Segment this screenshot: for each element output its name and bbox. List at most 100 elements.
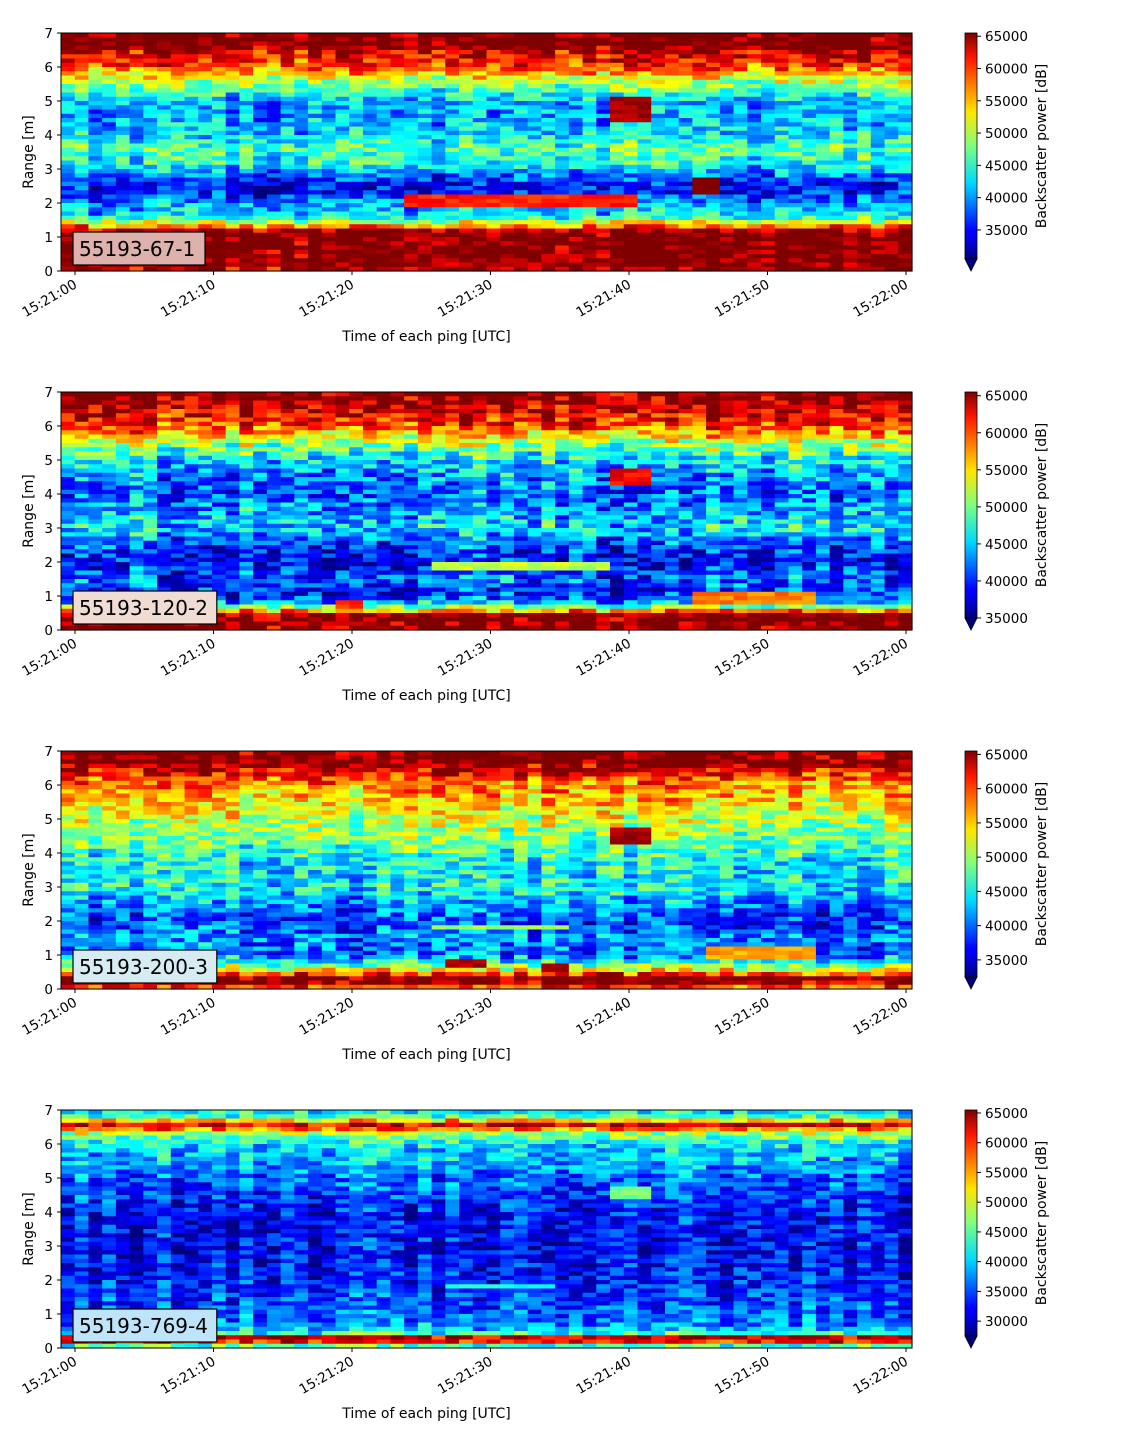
heatmap-cell — [281, 477, 295, 482]
heatmap-cell — [679, 169, 693, 174]
heatmap-cell — [692, 186, 706, 191]
heatmap-cell — [336, 477, 350, 482]
heatmap-cell — [390, 571, 404, 576]
heatmap-cell — [747, 59, 761, 64]
heatmap-cell — [692, 63, 706, 68]
heatmap-cell — [487, 122, 501, 127]
heatmap-cell — [198, 443, 212, 448]
heatmap-cell — [788, 114, 802, 119]
heatmap-cell — [226, 37, 240, 42]
heatmap-cell — [734, 263, 748, 268]
heatmap-cell — [185, 456, 199, 461]
heatmap-cell — [885, 122, 899, 127]
heatmap-cell — [130, 541, 144, 546]
heatmap-cell — [308, 97, 322, 102]
heatmap-cell — [651, 110, 665, 115]
heatmap-cell — [61, 165, 75, 170]
heatmap-cell — [185, 575, 199, 580]
heatmap-cell — [185, 199, 199, 204]
heatmap-cell — [624, 246, 638, 251]
heatmap-cell — [459, 263, 473, 268]
heatmap-cell — [898, 263, 912, 268]
heatmap-cell — [281, 207, 295, 212]
heatmap-cell — [377, 477, 391, 482]
heatmap-cell — [445, 135, 459, 140]
heatmap-cell — [390, 460, 404, 465]
heatmap-cell — [130, 33, 144, 38]
heatmap-cell — [788, 93, 802, 98]
heatmap-cell — [459, 93, 473, 98]
heatmap-cell — [336, 507, 350, 512]
heatmap-cell — [336, 220, 350, 225]
heatmap-cell — [404, 435, 418, 440]
heatmap-cell — [75, 84, 89, 89]
heatmap-cell — [390, 237, 404, 242]
heatmap-cell — [75, 473, 89, 478]
heatmap-cell — [226, 537, 240, 542]
heatmap-cell — [308, 118, 322, 123]
heatmap-cell — [61, 199, 75, 204]
heatmap-cell — [692, 127, 706, 132]
heatmap-cell — [212, 173, 226, 178]
heatmap-cell — [404, 592, 418, 597]
heatmap-cell — [404, 182, 418, 187]
heatmap-cell — [157, 148, 171, 153]
heatmap-cell — [377, 566, 391, 571]
heatmap-cell — [363, 460, 377, 465]
heatmap-cell — [102, 473, 116, 478]
heatmap-cell — [61, 583, 75, 588]
heatmap-cell — [404, 33, 418, 38]
heatmap-cell — [404, 447, 418, 452]
heatmap-cell — [692, 250, 706, 255]
heatmap-cell — [720, 190, 734, 195]
heatmap-cell — [514, 220, 528, 225]
heatmap-cell — [377, 250, 391, 255]
heatmap-cell — [102, 71, 116, 76]
heatmap-cell — [404, 207, 418, 212]
heatmap-cell — [637, 54, 651, 59]
heatmap-cell — [143, 50, 157, 55]
heatmap-cell — [404, 503, 418, 508]
heatmap-cell — [377, 503, 391, 508]
heatmap-cell — [157, 566, 171, 571]
heatmap-cell — [445, 212, 459, 217]
heatmap-cell — [610, 237, 624, 242]
heatmap-cell — [706, 50, 720, 55]
heatmap-cell — [212, 583, 226, 588]
heatmap-cell — [308, 413, 322, 418]
heatmap-cell — [500, 216, 514, 221]
heatmap-cell — [816, 118, 830, 123]
heatmap-cell — [734, 224, 748, 229]
heatmap-cell — [102, 460, 116, 465]
heatmap-cell — [336, 54, 350, 59]
heatmap-cell — [308, 549, 322, 554]
heatmap-cell — [349, 165, 363, 170]
heatmap-cell — [294, 101, 308, 106]
heatmap-cell — [157, 212, 171, 217]
heatmap-cell — [665, 216, 679, 221]
heatmap-cell — [322, 131, 336, 136]
heatmap-cell — [281, 524, 295, 529]
heatmap-cell — [322, 114, 336, 119]
heatmap-cell — [102, 456, 116, 461]
heatmap-cell — [157, 178, 171, 183]
heatmap-cell — [596, 33, 610, 38]
heatmap-cell — [61, 156, 75, 161]
heatmap-cell — [583, 101, 597, 106]
heatmap-cell — [116, 63, 130, 68]
heatmap-cell — [624, 220, 638, 225]
heatmap-cell — [541, 76, 555, 81]
heatmap-cell — [445, 233, 459, 238]
heatmap-cell — [336, 439, 350, 444]
heatmap-cell — [377, 212, 391, 217]
heatmap-cell — [404, 63, 418, 68]
heatmap-cell — [226, 67, 240, 72]
heatmap-cell — [61, 212, 75, 217]
heatmap-cell — [624, 97, 638, 102]
heatmap-cell — [171, 50, 185, 55]
heatmap-cell — [130, 71, 144, 76]
heatmap-cell — [843, 186, 857, 191]
heatmap-cell — [102, 118, 116, 123]
heatmap-cell — [294, 507, 308, 512]
heatmap-cell — [130, 490, 144, 495]
